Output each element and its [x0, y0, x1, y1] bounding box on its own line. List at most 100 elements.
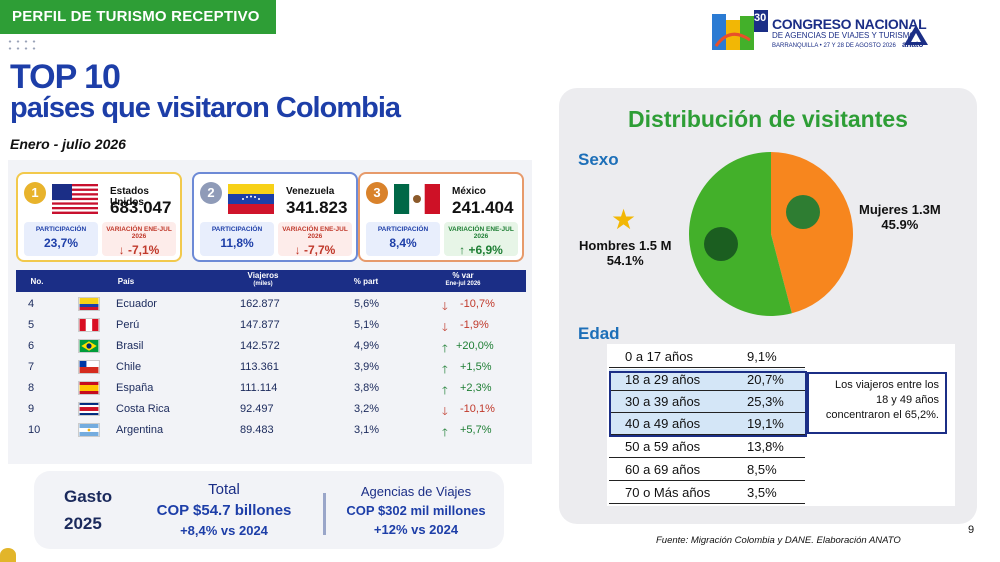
table-row: 4 Ecuador 162.877 5,6% 🡓 -10,7% — [16, 294, 526, 315]
age-row: 0 a 17 años 9,1% — [609, 346, 805, 368]
cell-var: +2,3% — [460, 382, 492, 394]
total-variation: +8,4% vs 2024 — [180, 523, 268, 538]
arrow-up-icon: 🡑 — [442, 343, 448, 355]
cell-viajeros: 92.497 — [240, 403, 274, 415]
arrow-up-icon: 🡑 — [442, 364, 448, 376]
flag-peru-icon — [78, 318, 100, 332]
cell-var: -10,1% — [460, 403, 495, 415]
header-viajeros: Viajeros — [247, 271, 279, 280]
participation-box: PARTICIPACIÓN 11,8% — [200, 222, 274, 256]
period-label: Enero - julio 2026 — [10, 136, 126, 152]
country-name: México — [452, 186, 486, 197]
hombres-pct: 54.1% — [606, 253, 644, 268]
age-pct: 3,5% — [747, 485, 777, 500]
age-pct: 19,1% — [747, 416, 784, 431]
congress-badge-icon — [712, 10, 768, 50]
variation-box: VARIACIÓN ENE-JUL 2026 ↓ -7,1% — [102, 222, 176, 257]
participation-box: PARTICIPACIÓN 8,4% — [366, 222, 440, 256]
mujeres-legend: Mujeres 1.3M 45.9% — [859, 202, 941, 232]
header-no: No. — [30, 277, 44, 286]
country-value: 341.823 — [286, 198, 348, 217]
arrow-down-icon: 🡓 — [442, 301, 448, 313]
age-range: 70 o Más años — [625, 485, 711, 500]
age-range: 60 a 69 años — [625, 462, 701, 477]
decorative-dots — [6, 38, 36, 52]
ranking-table-body: 4 Ecuador 162.877 5,6% 🡓 -10,7% 5 Perú 1… — [16, 294, 526, 441]
header-part: % part — [353, 277, 379, 286]
age-row: 40 a 49 años 19,1% — [609, 413, 805, 435]
mujeres-pct: 45.9% — [881, 217, 919, 232]
header-var: % var — [452, 271, 474, 280]
variation-label: VARIACIÓN ENE-JUL 2026 — [106, 226, 172, 240]
pie-slice-hombres — [689, 152, 792, 316]
sexo-label: Sexo — [578, 150, 619, 169]
page-subtitle: países que visitaron Colombia — [10, 92, 401, 124]
medal-1-icon: 1 — [24, 182, 46, 204]
header-viajeros-sub: (miles) — [253, 281, 273, 287]
cell-pais: Costa Rica — [116, 403, 170, 415]
cell-part: 5,6% — [354, 298, 380, 310]
hombres-label: Hombres 1.5 M — [579, 238, 672, 253]
cell-var: -1,9% — [460, 319, 489, 331]
cell-part: 4,9% — [354, 340, 380, 352]
country-value: 241.404 — [452, 198, 514, 217]
star-icon: ★ — [611, 204, 637, 235]
agencies-value: COP $302 mil millones — [346, 503, 486, 518]
flag-ecuador-icon — [78, 297, 100, 311]
variation-box: VARIACIÓN ENE-JUL 2026 ↑ +6,9% — [444, 222, 518, 257]
age-range: 40 a 49 años — [625, 416, 701, 431]
cell-part: 3,1% — [354, 424, 380, 436]
top-country-card-2: 2 Venezuela 341.823 PARTICIPACIÓN 11,8% … — [192, 172, 358, 262]
flag-venezuela-icon — [228, 184, 274, 214]
cell-part: 3,8% — [354, 382, 380, 394]
medal-2-icon: 2 — [200, 182, 222, 204]
cell-no: 5 — [28, 319, 35, 331]
cell-pais: Ecuador — [116, 298, 157, 310]
cell-viajeros: 89.483 — [240, 424, 274, 436]
spending-label: Gasto — [64, 487, 113, 506]
participation-box: PARTICIPACIÓN 23,7% — [24, 222, 98, 256]
participation-label: PARTICIPACIÓN — [35, 226, 87, 233]
cell-var: -10,7% — [460, 298, 495, 310]
anato-logo-icon — [904, 25, 928, 45]
decorative-flower-icon — [0, 548, 16, 562]
pie-slice-mujeres — [771, 152, 853, 314]
divider — [323, 493, 326, 535]
variation-value: ↓ -7,7% — [294, 243, 336, 257]
cell-pais: España — [116, 382, 154, 394]
header-pais: País — [117, 277, 135, 286]
age-pct: 20,7% — [747, 372, 784, 387]
cell-part: 3,2% — [354, 403, 380, 415]
page-title: TOP 10 — [10, 58, 121, 96]
age-pct: 13,8% — [747, 439, 784, 454]
country-name: Venezuela — [286, 186, 335, 197]
age-note: Los viajeros entre los 18 y 49 años conc… — [807, 372, 947, 434]
page-number: 9 — [968, 524, 975, 536]
source-note: Fuente: Migración Colombia y DANE. Elabo… — [656, 535, 901, 546]
anato-brand: anato — [902, 40, 924, 49]
participation-value: 23,7% — [43, 236, 79, 250]
edad-label: Edad — [578, 324, 620, 343]
woman-figure-icon — [786, 195, 820, 229]
arrow-up-icon: 🡑 — [442, 385, 448, 397]
variation-label: VARIACIÓN ENE-JUL 2026 — [282, 226, 348, 240]
age-highlight-box — [609, 371, 807, 437]
participation-value: 11,8% — [220, 236, 254, 250]
note-line2: 18 y 49 años — [876, 394, 939, 406]
age-range: 18 a 29 años — [625, 372, 701, 387]
age-range: 50 a 59 años — [625, 439, 701, 454]
cell-viajeros: 142.572 — [240, 340, 280, 352]
flag-argentina-icon — [78, 423, 100, 437]
cell-viajeros: 162.877 — [240, 298, 280, 310]
flag-spain-icon — [78, 381, 100, 395]
table-row: 6 Brasil 142.572 4,9% 🡑 +20,0% — [16, 336, 526, 357]
note-line3: concentraron el 65,2%. — [825, 409, 939, 421]
cell-pais: Brasil — [116, 340, 144, 352]
age-range: 0 a 17 años — [625, 349, 693, 364]
cell-viajeros: 111.114 — [240, 382, 278, 394]
cell-no: 10 — [28, 424, 41, 436]
logo-line2: DE AGENCIAS DE VIAJES Y TURISMO — [772, 31, 916, 40]
ranking-table-header: No. País Viajeros (miles) % part % var E… — [16, 270, 526, 292]
cell-viajeros: 113.361 — [240, 361, 279, 373]
cell-pais: Chile — [116, 361, 142, 373]
